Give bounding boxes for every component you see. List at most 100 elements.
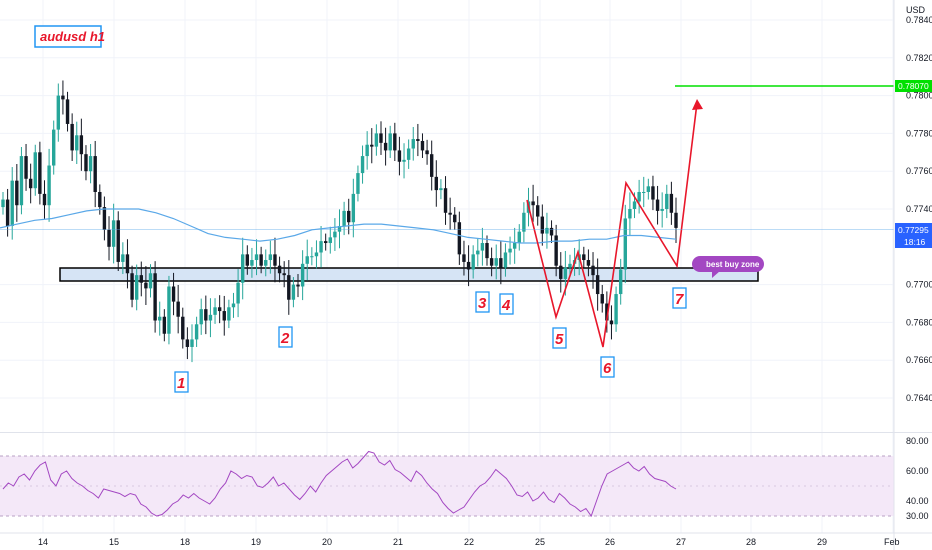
candle-body (512, 243, 517, 249)
candle-body (236, 282, 240, 304)
candle-body (609, 320, 614, 325)
candle-body (204, 309, 208, 321)
candle-body (319, 241, 323, 253)
candle-body (549, 227, 554, 236)
time-tick-label: 18 (180, 537, 190, 547)
candle-body (47, 165, 51, 206)
rsi-tick-label: 60.00 (906, 466, 929, 476)
candle-body (250, 260, 254, 266)
candle-body (388, 133, 392, 151)
candle-body (28, 178, 33, 189)
candle-body (595, 275, 600, 295)
wave-label-2: 2 (278, 326, 293, 348)
time-tick-label: 14 (38, 537, 48, 547)
candle-body (93, 156, 97, 192)
best-buy-zone-tag[interactable]: best buy zone (692, 256, 764, 278)
candle-body (614, 294, 618, 325)
candle-body (462, 254, 466, 262)
rsi-tick-label: 80.00 (906, 436, 929, 446)
candle-body (333, 231, 337, 238)
candle-body (397, 150, 402, 162)
moving-average-line (0, 208, 677, 244)
buy-zone-box[interactable] (59, 267, 759, 282)
time-tick-label: 22 (464, 537, 474, 547)
svg-text:best buy zone: best buy zone (706, 260, 760, 269)
candle-body (466, 261, 471, 270)
candle-body (75, 135, 79, 151)
candle-body (660, 209, 664, 211)
candle-body (646, 186, 651, 192)
svg-text:18:16: 18:16 (904, 237, 926, 247)
candle-body (623, 218, 627, 270)
candle-body (282, 273, 286, 276)
wave-label-box (600, 356, 615, 378)
time-tick-label: 21 (393, 537, 403, 547)
candle-body (277, 265, 282, 274)
candle-body (347, 210, 351, 223)
candle-body (171, 286, 176, 302)
wave-label-3: 3 (475, 291, 490, 313)
candle-body (480, 243, 485, 251)
time-tick-label: 28 (746, 537, 756, 547)
candle-body (107, 229, 111, 247)
candle-body (351, 193, 356, 223)
wave-label-box (672, 287, 687, 309)
candle-body (291, 284, 296, 300)
wave-path[interactable] (526, 102, 698, 348)
candle-body (559, 265, 563, 279)
candle-body (181, 316, 185, 340)
candle-body (264, 260, 268, 266)
candle-body (121, 254, 125, 262)
candle-body (33, 152, 37, 189)
candle-body (176, 301, 180, 317)
candle-body (517, 231, 521, 244)
candle-body (563, 267, 568, 279)
candle-body (443, 188, 448, 213)
time-tick-label: 20 (322, 537, 332, 547)
candle-body (190, 339, 194, 347)
candle-body (42, 193, 47, 206)
candle-body (1, 199, 5, 208)
candle-body (448, 212, 452, 215)
candle-body (10, 180, 14, 227)
time-tick-label: 19 (251, 537, 261, 547)
candle-body (310, 256, 314, 258)
time-axis-ticks: 14 15 18 19 20 21 22 25 26 27 28 29 Feb (38, 537, 900, 547)
candle-body (222, 311, 226, 321)
candle-body (148, 273, 153, 289)
wave-label-6: 6 (600, 356, 615, 378)
candle-body (374, 133, 379, 147)
candle-body (305, 256, 309, 264)
candle-body (360, 156, 365, 174)
time-tick-label: 26 (605, 537, 615, 547)
wave-label-box (499, 293, 514, 315)
candle-body (254, 254, 259, 261)
candle-body (5, 199, 10, 227)
candle-body (554, 235, 558, 266)
time-tick-label: 15 (109, 537, 119, 547)
candle-body (471, 254, 475, 270)
wave-label-text: 4 (501, 297, 511, 314)
candle-body (153, 273, 157, 321)
candle-body (158, 316, 162, 321)
wave-label-4: 4 (499, 293, 514, 315)
rsi-axis-ticks: 80.00 60.00 40.00 30.00 (906, 436, 929, 521)
candle-body (503, 252, 508, 268)
price-tick-label: 0.76400 (906, 393, 932, 403)
wave-label-5: 5 (552, 327, 567, 349)
currency-label: USD (906, 5, 926, 15)
candle-body (134, 275, 139, 300)
candle-body (434, 176, 439, 191)
candle-body (199, 309, 203, 325)
candle-body (476, 250, 480, 255)
candle-body (370, 144, 374, 147)
candle-body (545, 227, 549, 234)
candle-body (111, 220, 116, 247)
